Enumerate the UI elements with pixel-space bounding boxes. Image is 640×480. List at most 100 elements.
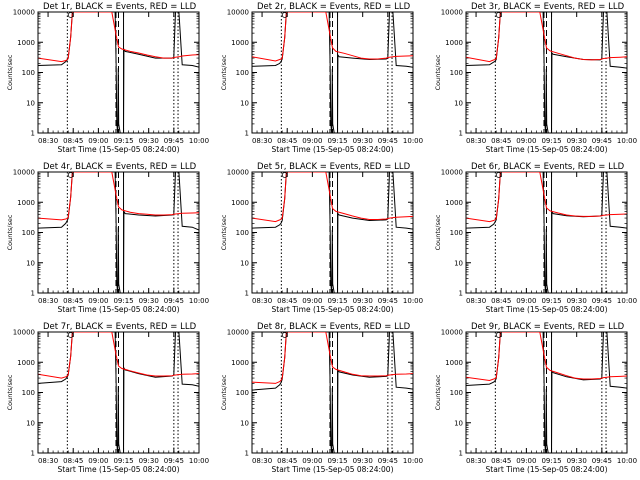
x-tick-label: 09:45: [164, 137, 184, 145]
plot-data: [38, 12, 199, 133]
x-tick-label: 09:45: [592, 137, 612, 145]
y-tick-label: 10: [26, 259, 35, 267]
y-axis-label: Counts/sec: [434, 214, 442, 250]
panel-4: Det 4r, BLACK = Events, RED = LLD 1 10 100 1…: [6, 162, 209, 314]
x-tick-label: 08:30: [466, 137, 486, 145]
y-tick-label: 1000: [231, 359, 249, 367]
series-line-lld: [466, 332, 627, 382]
y-tick-label: 1: [245, 450, 249, 458]
y-tick-label: 1000: [17, 359, 35, 367]
plot-data: [252, 12, 413, 133]
x-axis-label: Start Time (15-Sep-05 08:24:00): [486, 145, 608, 154]
y-tick-label: 100: [450, 229, 463, 237]
y-tick-label: 100: [22, 69, 35, 77]
x-tick-label: 08:30: [38, 457, 58, 465]
x-tick-label: 09:15: [327, 457, 347, 465]
y-axis-label: Counts/sec: [220, 374, 228, 410]
x-tick-label: 10:00: [617, 137, 637, 145]
x-tick-label: 08:45: [491, 297, 511, 305]
y-tick-label: 100: [22, 229, 35, 237]
x-tick-label: 09:00: [516, 297, 536, 305]
x-tick-label: 09:45: [592, 297, 612, 305]
y-tick-label: 10000: [441, 169, 463, 177]
x-tick-label: 09:15: [541, 137, 561, 145]
x-tick-label: 10:00: [403, 297, 423, 305]
y-tick-label: 100: [236, 389, 249, 397]
x-axis-label: Start Time (15-Sep-05 08:24:00): [486, 305, 608, 314]
x-tick-label: 09:15: [541, 297, 561, 305]
y-tick-label: 10000: [227, 329, 249, 337]
panel-title: Det 2r, BLACK = Events, RED = LLD: [257, 2, 411, 12]
y-tick-label: 100: [236, 69, 249, 77]
x-tick-label: 09:30: [567, 457, 587, 465]
y-tick-label: 10: [240, 419, 249, 427]
plot-data: [252, 172, 413, 293]
panel-7: Det 7r, BLACK = Events, RED = LLD 1 10 100 1…: [6, 322, 209, 474]
panel-title: Det 9r, BLACK = Events, RED = LLD: [471, 322, 625, 332]
x-tick-label: 08:45: [491, 457, 511, 465]
x-tick-label: 09:00: [88, 457, 108, 465]
x-tick-label: 10:00: [403, 457, 423, 465]
y-tick-label: 10000: [227, 9, 249, 17]
y-tick-label: 1000: [17, 39, 35, 47]
x-tick-label: 09:00: [516, 137, 536, 145]
plot-data: [38, 332, 199, 453]
series-line-lld: [466, 172, 627, 223]
x-tick-label: 08:45: [63, 297, 83, 305]
panel-title: Det 8r, BLACK = Events, RED = LLD: [257, 322, 411, 332]
x-tick-label: 09:00: [88, 297, 108, 305]
panel-2: Det 2r, BLACK = Events, RED = LLD 1 10 100 1…: [220, 2, 423, 154]
y-tick-label: 100: [236, 229, 249, 237]
y-tick-label: 10: [454, 419, 463, 427]
y-tick-label: 1: [459, 290, 463, 298]
y-tick-label: 10000: [13, 9, 35, 17]
x-tick-label: 09:15: [541, 457, 561, 465]
x-tick-label: 09:30: [567, 297, 587, 305]
y-tick-label: 1: [31, 290, 35, 298]
plot-data: [38, 172, 199, 293]
x-tick-label: 08:45: [277, 457, 297, 465]
panel-title: Det 5r, BLACK = Events, RED = LLD: [257, 162, 411, 172]
panel-title: Det 1r, BLACK = Events, RED = LLD: [43, 2, 197, 12]
y-axis-label: Counts/sec: [6, 54, 14, 90]
y-tick-label: 1: [245, 130, 249, 138]
x-tick-label: 09:00: [88, 137, 108, 145]
panel-1: Det 1r, BLACK = Events, RED = LLD 1 10 100 1…: [6, 2, 209, 154]
panel-title: Det 4r, BLACK = Events, RED = LLD: [43, 162, 197, 172]
x-tick-label: 09:45: [164, 297, 184, 305]
x-tick-label: 08:30: [38, 137, 58, 145]
y-tick-label: 10000: [13, 169, 35, 177]
y-tick-label: 10000: [13, 329, 35, 337]
y-axis-label: Counts/sec: [220, 54, 228, 90]
y-tick-label: 1000: [17, 199, 35, 207]
x-tick-label: 08:45: [277, 137, 297, 145]
x-tick-label: 09:15: [327, 297, 347, 305]
y-tick-label: 10000: [441, 9, 463, 17]
x-tick-label: 09:45: [378, 137, 398, 145]
y-tick-label: 1: [459, 130, 463, 138]
y-tick-label: 10: [240, 259, 249, 267]
x-tick-label: 09:45: [378, 457, 398, 465]
y-tick-label: 1000: [231, 39, 249, 47]
x-tick-label: 09:00: [516, 457, 536, 465]
x-tick-label: 09:15: [113, 137, 133, 145]
x-tick-label: 09:30: [139, 137, 159, 145]
y-tick-label: 10: [454, 259, 463, 267]
x-tick-label: 08:30: [252, 297, 272, 305]
series-line-lld: [252, 332, 413, 384]
y-tick-label: 10000: [441, 329, 463, 337]
x-axis-label: Start Time (15-Sep-05 08:24:00): [272, 465, 394, 474]
y-tick-label: 1: [31, 450, 35, 458]
panel-8: Det 8r, BLACK = Events, RED = LLD 1 10 100 1…: [220, 322, 423, 474]
x-axis-label: Start Time (15-Sep-05 08:24:00): [486, 465, 608, 474]
panel-3: Det 3r, BLACK = Events, RED = LLD 1 10 100 1…: [434, 2, 637, 154]
y-tick-label: 1000: [445, 39, 463, 47]
x-tick-label: 08:30: [252, 457, 272, 465]
x-tick-label: 08:30: [252, 137, 272, 145]
x-tick-label: 09:00: [302, 137, 322, 145]
panel-5: Det 5r, BLACK = Events, RED = LLD 1 10 100 1…: [220, 162, 423, 314]
y-tick-label: 1: [31, 130, 35, 138]
x-axis-label: Start Time (15-Sep-05 08:24:00): [58, 305, 180, 314]
series-line-lld: [252, 172, 413, 223]
